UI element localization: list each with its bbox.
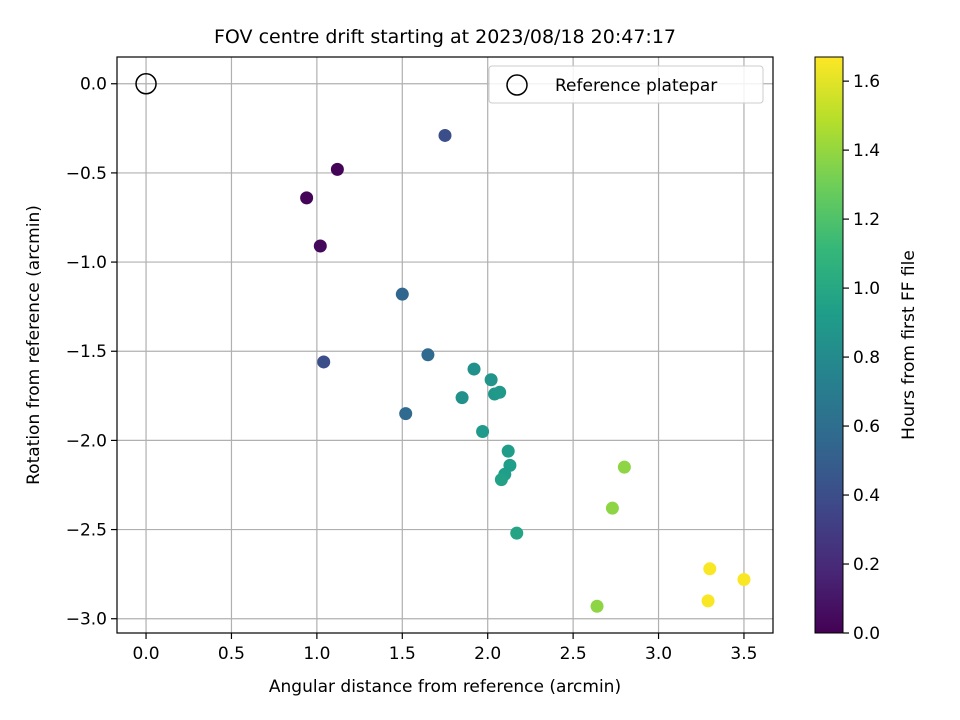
legend: Reference platepar	[488, 65, 764, 104]
data-point	[438, 128, 452, 142]
x-tick-label: 3.5	[730, 644, 757, 664]
x-tick-label: 2.5	[560, 644, 587, 664]
data-point	[737, 573, 751, 587]
x-tick-label: 1.5	[389, 644, 416, 664]
data-point	[605, 501, 619, 515]
colorbar-tick-label: 0.4	[853, 486, 880, 506]
y-axis-ticks: 0.0 −0.5 −1.0 −1.5 −2.0 −2.5 −3.0	[66, 75, 117, 630]
data-points	[300, 128, 751, 613]
data-point	[510, 526, 524, 540]
data-point	[317, 355, 331, 369]
y-tick-label: −0.5	[66, 164, 107, 184]
colorbar-label: Hours from first FF file	[899, 250, 919, 440]
colorbar-tick-label: 1.0	[853, 279, 880, 299]
data-point	[484, 373, 498, 387]
legend-marker	[506, 74, 528, 96]
data-point	[590, 599, 604, 613]
y-tick-label: −1.0	[66, 253, 107, 273]
reference-point	[135, 72, 157, 95]
colorbar-tick-label: 1.6	[853, 72, 880, 92]
y-tick-label: −2.0	[66, 431, 107, 451]
colorbar-tick-label: 1.2	[853, 210, 880, 230]
data-point	[395, 287, 409, 301]
y-tick-label: −3.0	[66, 610, 107, 630]
x-tick-label: 0.0	[133, 644, 160, 664]
data-point	[501, 444, 515, 458]
plot-frame	[116, 56, 774, 634]
data-point	[476, 424, 490, 438]
colorbar-tick-label: 1.4	[853, 141, 880, 161]
colorbar-tick-label: 0.2	[853, 555, 880, 575]
chart-title: FOV centre drift starting at 2023/08/18 …	[214, 26, 676, 48]
colorbar-ticks: 0.0 0.2 0.4 0.6 0.8 1.0 1.2 1.4 1.6	[843, 72, 880, 644]
data-point	[494, 473, 508, 487]
data-point	[493, 385, 507, 399]
colorbar-tick-label: 0.6	[853, 417, 880, 437]
grid-lines	[117, 57, 773, 633]
colorbar: 0.0 0.2 0.4 0.6 0.8 1.0 1.2 1.4 1.6 Hours from f…	[814, 56, 919, 644]
data-point	[421, 348, 435, 362]
y-tick-label: 0.0	[80, 75, 107, 95]
data-point	[701, 594, 715, 608]
x-tick-label: 2.0	[474, 644, 501, 664]
y-tick-label: −1.5	[66, 342, 107, 362]
x-axis-label: Angular distance from reference (arcmin)	[269, 677, 621, 697]
x-tick-label: 3.0	[645, 644, 672, 664]
data-point	[617, 460, 631, 474]
colorbar-tick-label: 0.8	[853, 348, 880, 368]
legend-box	[488, 65, 764, 104]
data-point	[313, 239, 327, 253]
x-tick-label: 1.0	[303, 644, 330, 664]
data-point	[467, 362, 481, 376]
data-point	[703, 562, 717, 576]
data-point	[455, 391, 469, 405]
data-point	[399, 407, 413, 421]
x-axis-ticks: 0.0 0.5 1.0 1.5 2.0 2.5 3.0 3.5	[133, 633, 757, 664]
x-tick-label: 0.5	[218, 644, 245, 664]
legend-entry: Reference platepar	[555, 76, 717, 96]
colorbar-bar	[814, 56, 844, 634]
data-point	[330, 162, 344, 176]
data-point	[300, 191, 314, 205]
y-tick-label: −2.5	[66, 521, 107, 541]
colorbar-tick-label: 0.0	[853, 624, 880, 644]
y-axis-label: Rotation from reference (arcmin)	[24, 205, 44, 485]
